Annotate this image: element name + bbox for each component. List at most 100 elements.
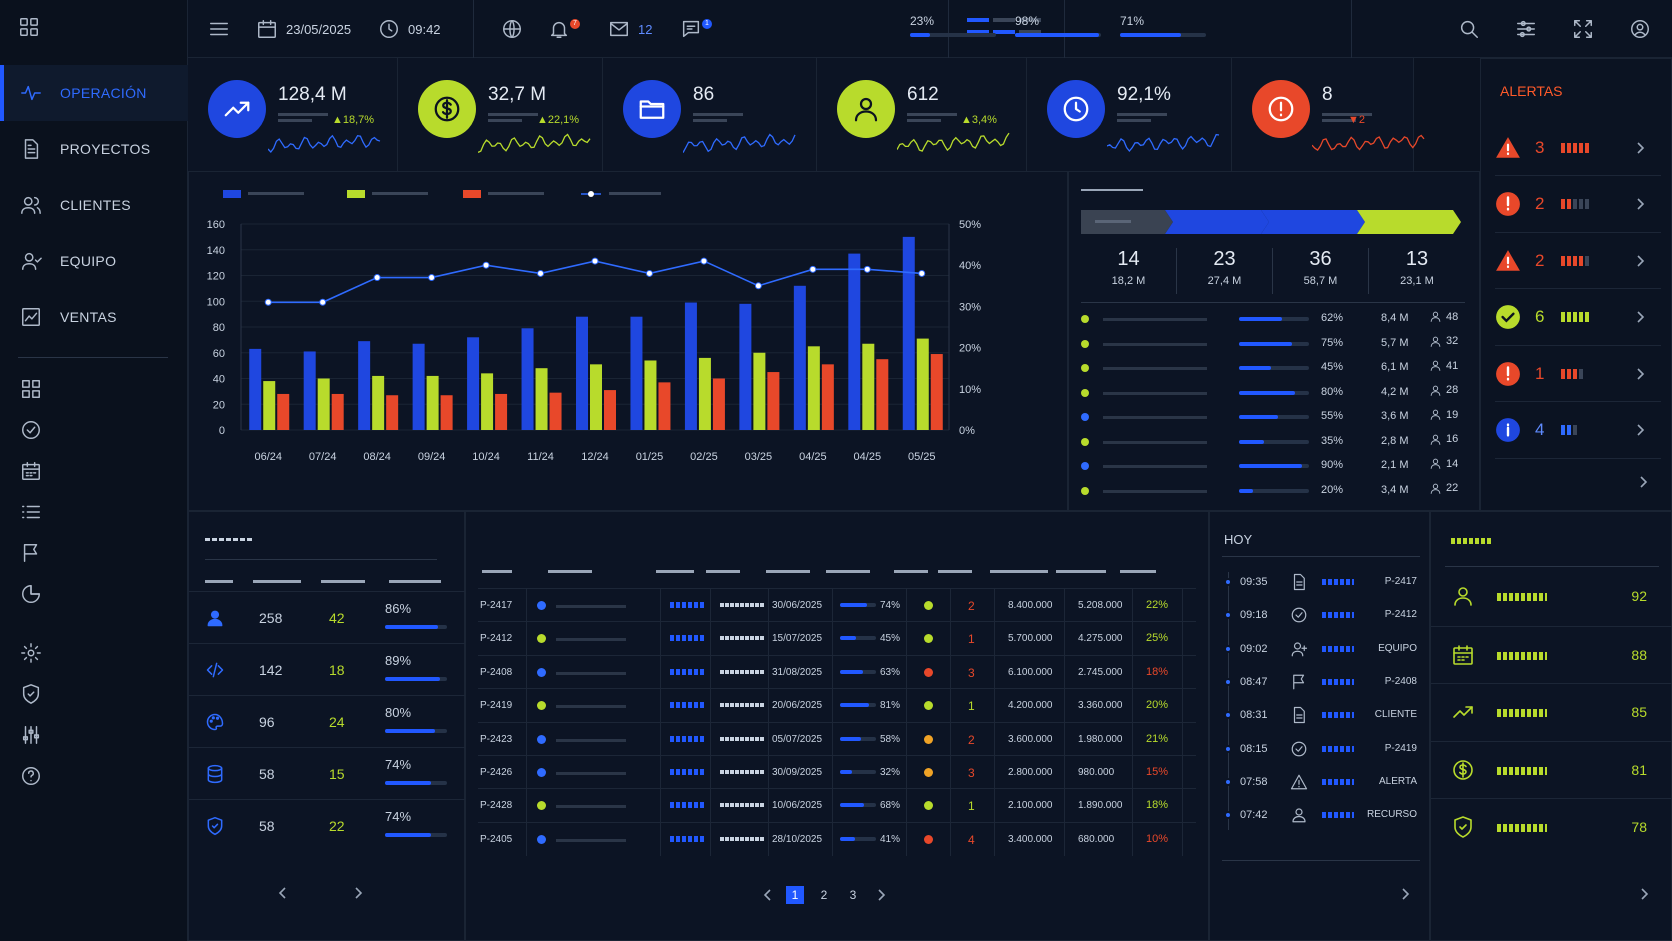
column-header[interactable] [482,570,512,573]
check-circle-icon[interactable] [20,419,42,460]
pipeline-row[interactable]: 62% 8,4 M 48 [1069,308,1481,330]
bar-series-3[interactable] [767,372,780,430]
bar-series-1[interactable] [739,303,752,430]
bar-series-3[interactable] [930,354,943,430]
sidebar-item-ventas[interactable]: VENTAS [0,289,188,345]
timeline-item[interactable]: 09:18 P-2412 [1210,601,1431,631]
pipeline-row[interactable]: 35% 2,8 M 16 [1069,431,1481,453]
column-header[interactable] [1120,570,1156,573]
column-header[interactable] [938,570,972,573]
kpi-card[interactable]: 32,7 M ▲22,1% [398,58,603,171]
kpi-card[interactable]: 128,4 M ▲18,7% [188,58,398,171]
bar-series-1[interactable] [521,328,534,430]
bar-series-2[interactable] [263,381,276,430]
line-point[interactable] [809,265,817,273]
profile-icon[interactable] [1629,0,1651,58]
bar-series-2[interactable] [862,343,875,430]
pie-icon[interactable] [20,583,42,624]
line-point[interactable] [754,282,762,290]
table-row[interactable]: P-2419 20/06/2025 81% 1 4.200.000 3.360.000 20… [478,688,1196,723]
bar-series-1[interactable] [303,351,316,430]
bar-series-2[interactable] [644,360,657,430]
alert-row[interactable]: 3 [1495,120,1661,176]
sidebar-item-proyectos[interactable]: PROYECTOS [0,121,188,177]
score-row[interactable]: 78 [1431,798,1672,855]
bar-series-2[interactable] [698,357,711,430]
line-point[interactable] [482,261,490,269]
column-header[interactable] [766,570,810,573]
bar-series-1[interactable] [630,316,643,430]
kpi-card[interactable]: 612 ▲3,4% [817,58,1027,171]
table-row[interactable]: 58 15 74% [189,747,466,799]
bar-series-2[interactable] [481,373,494,430]
pipeline-row[interactable]: 55% 3,6 M 19 [1069,406,1481,428]
globe-icon[interactable] [501,0,523,58]
bar-series-3[interactable] [876,359,889,430]
column-header[interactable] [548,570,592,573]
column-header[interactable] [706,570,740,573]
sidebar-item-equipo[interactable]: EQUIPO [0,233,188,289]
bar-series-1[interactable] [358,341,371,430]
timeline-item[interactable]: 08:15 P-2419 [1210,735,1431,765]
column-header[interactable] [894,570,928,573]
line-point[interactable] [319,298,327,306]
prev-page-arrow[interactable] [277,886,289,900]
page-number[interactable]: 1 [786,886,804,904]
table-row[interactable]: 58 22 74% [189,799,466,851]
kpi-card[interactable]: 86 [603,58,817,171]
funnel-stage[interactable] [1165,210,1269,234]
bar-series-3[interactable] [549,392,562,430]
column-header[interactable] [990,570,1048,573]
bar-series-1[interactable] [412,343,425,430]
table-row[interactable]: 142 18 89% [189,643,466,695]
column-header[interactable] [656,570,694,573]
table-row[interactable]: P-2405 28/10/2025 41% 4 3.400.000 680.000 10% [478,821,1196,856]
table-row[interactable]: 96 24 80% [189,695,466,747]
apps-grid-icon[interactable] [18,16,40,38]
gear-icon[interactable] [20,642,42,683]
bar-series-2[interactable] [916,338,929,430]
timeline-item[interactable]: 07:42 RECURSO [1210,801,1431,831]
next-page-arrow[interactable] [876,888,888,902]
funnel-stage[interactable] [1261,210,1365,234]
table-row[interactable]: 258 42 86% [189,591,466,643]
table-row[interactable]: P-2417 30/06/2025 74% 2 8.400.000 5.208.000 22… [478,588,1196,622]
bar-series-3[interactable] [277,393,290,430]
bar-series-2[interactable] [753,352,766,430]
bar-series-2[interactable] [317,378,330,431]
calendar-icon[interactable] [20,460,42,501]
alert-row[interactable]: 6 [1495,290,1661,346]
score-row[interactable]: 81 [1431,740,1672,798]
table-row[interactable]: P-2426 30/09/2025 32% 3 2.800.000 980.000 15% [478,755,1196,789]
timeline-item[interactable]: 08:31 CLIENTE [1210,701,1431,731]
alert-row[interactable]: 4 [1495,403,1661,459]
table-row[interactable]: P-2428 10/06/2025 68% 1 2.100.000 1.890.000 18… [478,788,1196,823]
bar-series-3[interactable] [821,364,834,430]
line-point[interactable] [918,269,926,277]
funnel-stage[interactable] [1357,210,1461,234]
prev-page-arrow[interactable] [762,888,774,902]
timeline-item[interactable]: 09:35 P-2417 [1210,568,1431,598]
kpi-card[interactable]: 8 ▼2 [1232,58,1425,171]
bar-series-3[interactable] [440,395,453,430]
sidebar-item-operacion[interactable]: OPERACIÓN [0,65,188,121]
bar-series-1[interactable] [902,236,915,430]
table-row[interactable]: P-2412 15/07/2025 45% 1 5.700.000 4.275.000 25… [478,621,1196,656]
help-icon[interactable] [20,765,42,806]
list-icon[interactable] [20,501,42,542]
pipeline-row[interactable]: 20% 3,4 M 22 [1069,480,1481,502]
bar-series-1[interactable] [249,348,262,430]
line-point[interactable] [537,269,545,277]
bar-series-3[interactable] [712,378,725,431]
page-number[interactable]: 2 [820,888,828,902]
bar-series-1[interactable] [576,316,588,430]
line-point[interactable] [863,265,871,273]
score-row[interactable]: 92 [1431,568,1672,625]
line-point[interactable] [591,257,599,265]
pipeline-row[interactable]: 45% 6,1 M 41 [1069,357,1481,379]
fullscreen-icon[interactable] [1572,0,1594,58]
column-header[interactable] [826,570,870,573]
flag-icon[interactable] [20,542,42,583]
bar-series-1[interactable] [684,302,697,430]
line-point[interactable] [700,257,708,265]
